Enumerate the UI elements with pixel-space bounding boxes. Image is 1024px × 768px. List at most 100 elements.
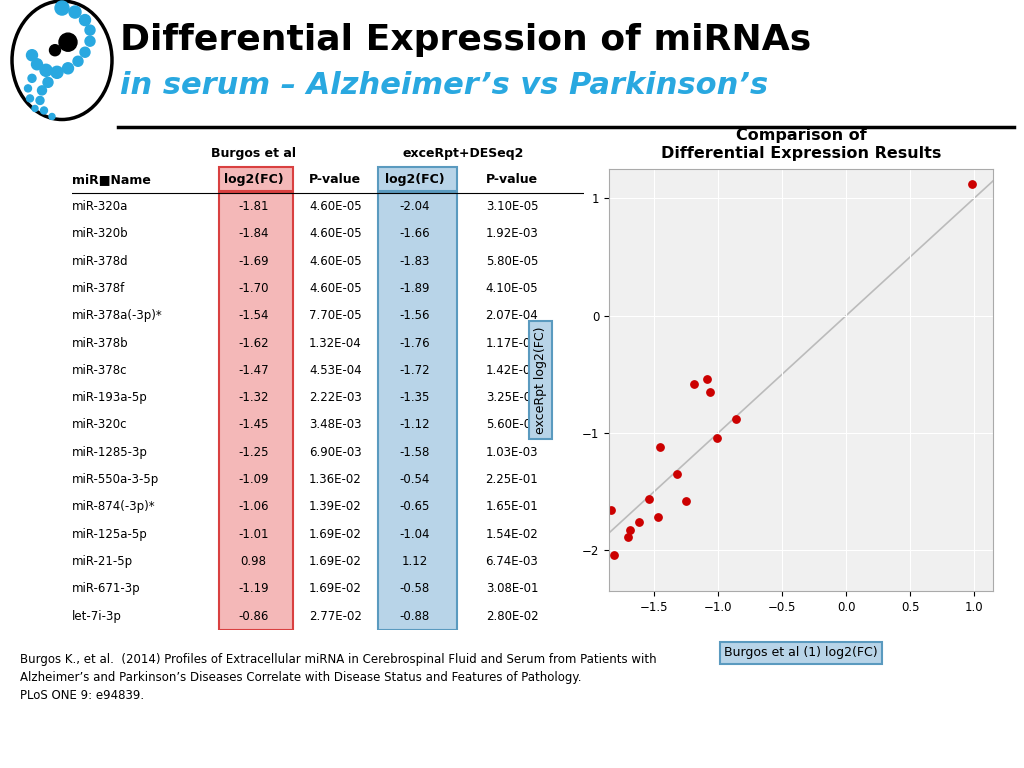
Circle shape [80, 47, 90, 58]
Text: -1.66: -1.66 [399, 227, 430, 240]
Point [631, 516, 647, 528]
Text: miR-378c: miR-378c [72, 364, 127, 377]
Text: Differential Expression of miRNAs: Differential Expression of miRNAs [120, 23, 811, 57]
Text: 3.10E-05: 3.10E-05 [485, 200, 539, 213]
Text: log2(FC): log2(FC) [223, 173, 284, 186]
Circle shape [32, 105, 38, 111]
Point [652, 441, 669, 453]
Text: -1.35: -1.35 [399, 391, 430, 404]
Circle shape [43, 78, 53, 88]
Circle shape [59, 33, 77, 51]
Circle shape [27, 95, 34, 102]
Circle shape [73, 56, 83, 66]
Circle shape [49, 114, 55, 120]
Text: 4.60E-05: 4.60E-05 [309, 200, 361, 213]
Text: miR-874(-3p)*: miR-874(-3p)* [72, 501, 156, 513]
Circle shape [55, 1, 69, 15]
Text: miR-320c: miR-320c [72, 419, 127, 432]
Circle shape [85, 25, 95, 35]
Text: Burgos K., et al.  (2014) Profiles of Extracellular miRNA in Cerebrospinal Fluid: Burgos K., et al. (2014) Profiles of Ext… [20, 653, 657, 702]
Text: miR-193a-5p: miR-193a-5p [72, 391, 147, 404]
Circle shape [25, 85, 32, 92]
Text: -1.62: -1.62 [239, 336, 268, 349]
Text: miR-21-5p: miR-21-5p [72, 555, 133, 568]
Text: in serum – Alzheimer’s vs Parkinson’s: in serum – Alzheimer’s vs Parkinson’s [120, 71, 768, 100]
Text: 1.39E-02: 1.39E-02 [309, 501, 361, 513]
FancyBboxPatch shape [378, 167, 457, 191]
Circle shape [38, 86, 46, 95]
Text: +: + [986, 715, 997, 730]
Text: 2.22E-03: 2.22E-03 [309, 391, 361, 404]
Text: -1.54: -1.54 [239, 310, 268, 323]
Text: -1.72: -1.72 [399, 364, 430, 377]
Text: 2.25E-01: 2.25E-01 [485, 473, 539, 486]
Text: 1.32E-04: 1.32E-04 [309, 336, 361, 349]
Text: P-value: P-value [486, 173, 538, 186]
Text: -1.47: -1.47 [239, 364, 268, 377]
Text: -1.25: -1.25 [239, 445, 268, 458]
Text: miR-125a-5p: miR-125a-5p [72, 528, 147, 541]
Text: -1.89: -1.89 [399, 282, 430, 295]
Text: -1.45: -1.45 [239, 419, 268, 432]
Point [678, 495, 694, 507]
Point [669, 468, 685, 480]
Text: 1.69E-02: 1.69E-02 [309, 528, 361, 541]
Point [649, 511, 666, 524]
Text: -1.69: -1.69 [239, 255, 268, 267]
Text: 3.25E-03: 3.25E-03 [485, 391, 539, 404]
Text: 0.98: 0.98 [241, 555, 266, 568]
Text: -1.01: -1.01 [239, 528, 268, 541]
Text: miR■Name: miR■Name [72, 173, 151, 186]
Text: 1.17E-03: 1.17E-03 [485, 336, 539, 349]
Point [698, 372, 715, 385]
Text: -1.09: -1.09 [239, 473, 268, 486]
Text: tgen: tgen [924, 716, 981, 736]
FancyBboxPatch shape [219, 167, 293, 191]
Point [622, 525, 638, 537]
Circle shape [85, 36, 95, 46]
Text: -1.12: -1.12 [399, 419, 430, 432]
Text: -1.04: -1.04 [399, 528, 430, 541]
Text: exceRpt+DESeq2: exceRpt+DESeq2 [402, 147, 524, 160]
Text: 6.90E-03: 6.90E-03 [309, 445, 361, 458]
FancyBboxPatch shape [219, 193, 293, 630]
Text: 2.80E-02: 2.80E-02 [485, 610, 539, 623]
Text: -1.84: -1.84 [239, 227, 268, 240]
Text: miR-320b: miR-320b [72, 227, 128, 240]
Text: miR-378d: miR-378d [72, 255, 128, 267]
Text: -1.32: -1.32 [239, 391, 268, 404]
Text: miR-550a-3-5p: miR-550a-3-5p [72, 473, 159, 486]
Text: P-value: P-value [309, 173, 361, 186]
Circle shape [41, 107, 47, 114]
Text: -0.54: -0.54 [399, 473, 430, 486]
Text: 4.53E-04: 4.53E-04 [309, 364, 361, 377]
Text: -1.83: -1.83 [399, 255, 430, 267]
Text: miR-1285-3p: miR-1285-3p [72, 445, 147, 458]
Text: 2.07E-04: 2.07E-04 [485, 310, 539, 323]
Text: 2.77E-02: 2.77E-02 [309, 610, 361, 623]
Text: miR-671-3p: miR-671-3p [72, 582, 140, 595]
Text: 1.92E-03: 1.92E-03 [485, 227, 539, 240]
Circle shape [51, 66, 63, 78]
Text: -0.86: -0.86 [239, 610, 268, 623]
Text: -1.19: -1.19 [239, 582, 268, 595]
Text: 6.74E-03: 6.74E-03 [485, 555, 539, 568]
Text: Burgos et al (1) log2(FC): Burgos et al (1) log2(FC) [724, 647, 879, 659]
Title: Comparison of
Differential Expression Results: Comparison of Differential Expression Re… [662, 128, 941, 161]
Circle shape [69, 6, 81, 18]
Text: 5.80E-05: 5.80E-05 [485, 255, 539, 267]
Point [964, 178, 980, 190]
Text: 3.08E-01: 3.08E-01 [485, 582, 539, 595]
Point [621, 531, 637, 544]
Circle shape [62, 63, 74, 74]
Text: 1.03E-03: 1.03E-03 [485, 445, 539, 458]
Text: 1.69E-02: 1.69E-02 [309, 555, 361, 568]
Text: -2.04: -2.04 [399, 200, 430, 213]
Text: -0.88: -0.88 [399, 610, 430, 623]
Text: 1.12: 1.12 [401, 555, 428, 568]
Text: miR-320a: miR-320a [72, 200, 128, 213]
Text: 1.65E-01: 1.65E-01 [485, 501, 539, 513]
Text: -1.76: -1.76 [399, 336, 430, 349]
Text: 4.10E-05: 4.10E-05 [485, 282, 539, 295]
Text: 5.60E-02: 5.60E-02 [485, 419, 539, 432]
